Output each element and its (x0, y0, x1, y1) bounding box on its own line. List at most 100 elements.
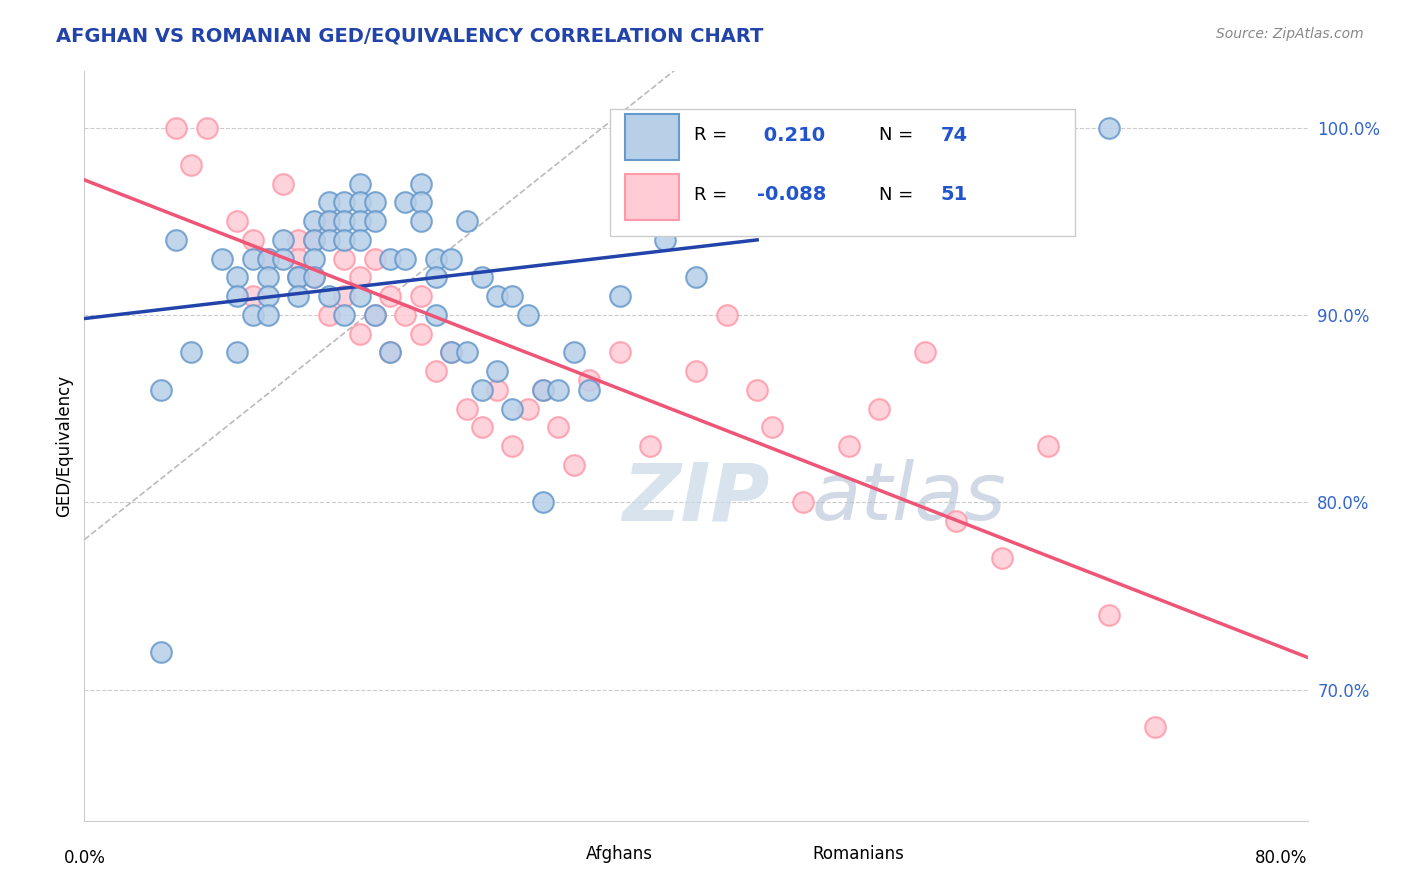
Point (654, 233, 676, 247)
Point (349, 195, 371, 210)
Point (562, 345, 585, 359)
Point (869, 158, 891, 172)
FancyBboxPatch shape (527, 837, 578, 871)
FancyBboxPatch shape (610, 109, 1076, 236)
Point (456, 345, 478, 359)
Point (287, 270, 309, 285)
Point (349, 177, 371, 191)
Point (302, 270, 325, 285)
Point (609, 289, 631, 303)
Point (807, 195, 830, 210)
Point (731, 214, 754, 228)
Point (547, 383, 569, 397)
Text: ZIP: ZIP (623, 459, 770, 538)
Point (226, 289, 249, 303)
Point (456, 401, 478, 416)
Point (287, 270, 309, 285)
Point (257, 289, 280, 303)
Point (349, 270, 371, 285)
Text: Afghans: Afghans (586, 845, 652, 863)
Point (1036, 439, 1059, 453)
FancyBboxPatch shape (754, 837, 804, 871)
Point (287, 252, 309, 266)
Text: 0.210: 0.210 (758, 126, 825, 145)
Point (409, 326, 432, 341)
Point (302, 214, 325, 228)
Point (302, 233, 325, 247)
Point (180, 158, 202, 172)
Point (471, 383, 494, 397)
Point (195, 120, 218, 135)
Point (547, 420, 569, 434)
Point (761, 177, 783, 191)
Point (394, 195, 416, 210)
Point (394, 308, 416, 322)
Text: 0.0%: 0.0% (63, 849, 105, 867)
Point (516, 308, 538, 322)
Text: N =: N = (880, 126, 914, 144)
Point (242, 289, 264, 303)
Point (165, 233, 187, 247)
Point (302, 252, 325, 266)
Text: Romanians: Romanians (813, 845, 904, 863)
Point (165, 120, 187, 135)
Y-axis label: GED/Equivalency: GED/Equivalency (55, 375, 73, 517)
Point (226, 270, 249, 285)
Point (486, 364, 509, 378)
Point (318, 214, 340, 228)
Point (945, 514, 967, 528)
Point (578, 374, 600, 388)
Point (991, 139, 1014, 153)
Point (502, 401, 524, 416)
Point (302, 233, 325, 247)
Point (271, 233, 294, 247)
Point (364, 195, 387, 210)
Point (349, 233, 371, 247)
Point (425, 270, 447, 285)
Point (364, 252, 387, 266)
Point (409, 214, 432, 228)
Point (638, 439, 661, 453)
Point (333, 195, 356, 210)
Point (486, 289, 509, 303)
Point (349, 289, 371, 303)
Point (333, 252, 356, 266)
Text: AFGHAN VS ROMANIAN GED/EQUIVALENCY CORRELATION CHART: AFGHAN VS ROMANIAN GED/EQUIVALENCY CORRE… (56, 27, 763, 45)
Text: N =: N = (880, 186, 914, 204)
Point (242, 233, 264, 247)
Point (409, 289, 432, 303)
Point (914, 345, 936, 359)
Text: R =: R = (693, 126, 727, 144)
Point (364, 214, 387, 228)
Point (425, 364, 447, 378)
Point (531, 495, 554, 509)
Text: 80.0%: 80.0% (1256, 849, 1308, 867)
Point (318, 214, 340, 228)
Point (425, 308, 447, 322)
Point (502, 439, 524, 453)
Point (578, 383, 600, 397)
Point (394, 252, 416, 266)
FancyBboxPatch shape (626, 114, 679, 160)
Point (456, 214, 478, 228)
Point (1098, 607, 1121, 622)
Point (1143, 720, 1166, 734)
Point (440, 345, 463, 359)
Point (562, 458, 585, 472)
Point (349, 214, 371, 228)
Point (333, 233, 356, 247)
Point (271, 252, 294, 266)
Point (486, 383, 509, 397)
Point (318, 195, 340, 210)
Point (380, 289, 402, 303)
Point (685, 364, 707, 378)
Text: -0.088: -0.088 (758, 186, 827, 204)
Point (257, 270, 280, 285)
Text: Source: ZipAtlas.com: Source: ZipAtlas.com (1216, 27, 1364, 41)
Point (609, 345, 631, 359)
Point (440, 252, 463, 266)
Point (380, 252, 402, 266)
Point (242, 252, 264, 266)
Point (716, 308, 738, 322)
Point (471, 420, 494, 434)
